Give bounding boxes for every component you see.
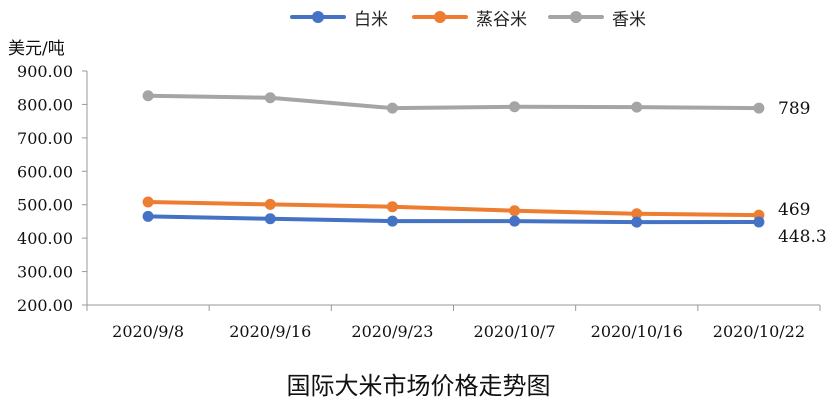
x-tick-label: 2020/9/23 [351,322,433,341]
legend-item-fragrant-rice: 香米 [548,4,646,30]
y-tick-label: 400.00 [17,229,73,248]
chart-title: 国际大米市场价格走势图 [286,372,551,400]
y-tick-label: 700.00 [17,129,73,148]
x-tick-label: 2020/9/8 [112,322,184,341]
legend-swatch-white-rice [290,11,346,23]
legend-label-white-rice: 白米 [354,9,388,30]
x-tick-label: 2020/10/16 [591,322,683,341]
y-axis-unit-label: 美元/吨 [8,39,65,59]
data-point [386,201,398,213]
series-line-1 [146,200,761,218]
y-tick-label: 600.00 [17,162,73,181]
legend-swatch-fragrant-rice [548,11,604,23]
data-point [264,213,276,225]
legend-label-fragrant-rice: 香米 [612,9,646,30]
series-line-2 [146,93,761,111]
y-tick-label: 800.00 [17,95,73,114]
legend-label-parboiled-rice: 蒸谷米 [476,9,527,30]
data-point [264,92,276,104]
data-point [386,102,398,114]
data-point [264,198,276,210]
legend-swatch-parboiled-rice [412,11,468,23]
x-tick-label: 2020/9/16 [229,322,311,341]
data-point [386,215,398,227]
data-point [753,102,765,114]
legend-item-parboiled-rice: 蒸谷米 [412,4,527,30]
data-label-end: 469 [778,200,810,220]
chart-legend: 白米 蒸谷米 香米 [0,4,837,30]
data-point [142,196,154,208]
series-line-0 [146,214,761,225]
data-point [631,216,643,228]
y-tick-label: 200.00 [17,296,73,315]
data-point [142,210,154,222]
data-point [753,216,765,228]
y-tick-label: 900.00 [17,62,73,81]
y-tick-label: 300.00 [17,263,73,282]
data-point [509,101,521,113]
data-point [142,90,154,102]
data-point [631,208,643,220]
data-point [509,205,521,217]
data-label-end: 789 [778,99,810,119]
legend-item-white-rice: 白米 [290,4,388,30]
data-label-end: 448.3 [778,227,827,247]
x-tick-label: 2020/10/22 [713,322,805,341]
data-point [509,215,521,227]
y-tick-label: 500.00 [17,196,73,215]
x-tick-label: 2020/10/7 [474,322,556,341]
data-point [631,101,643,113]
